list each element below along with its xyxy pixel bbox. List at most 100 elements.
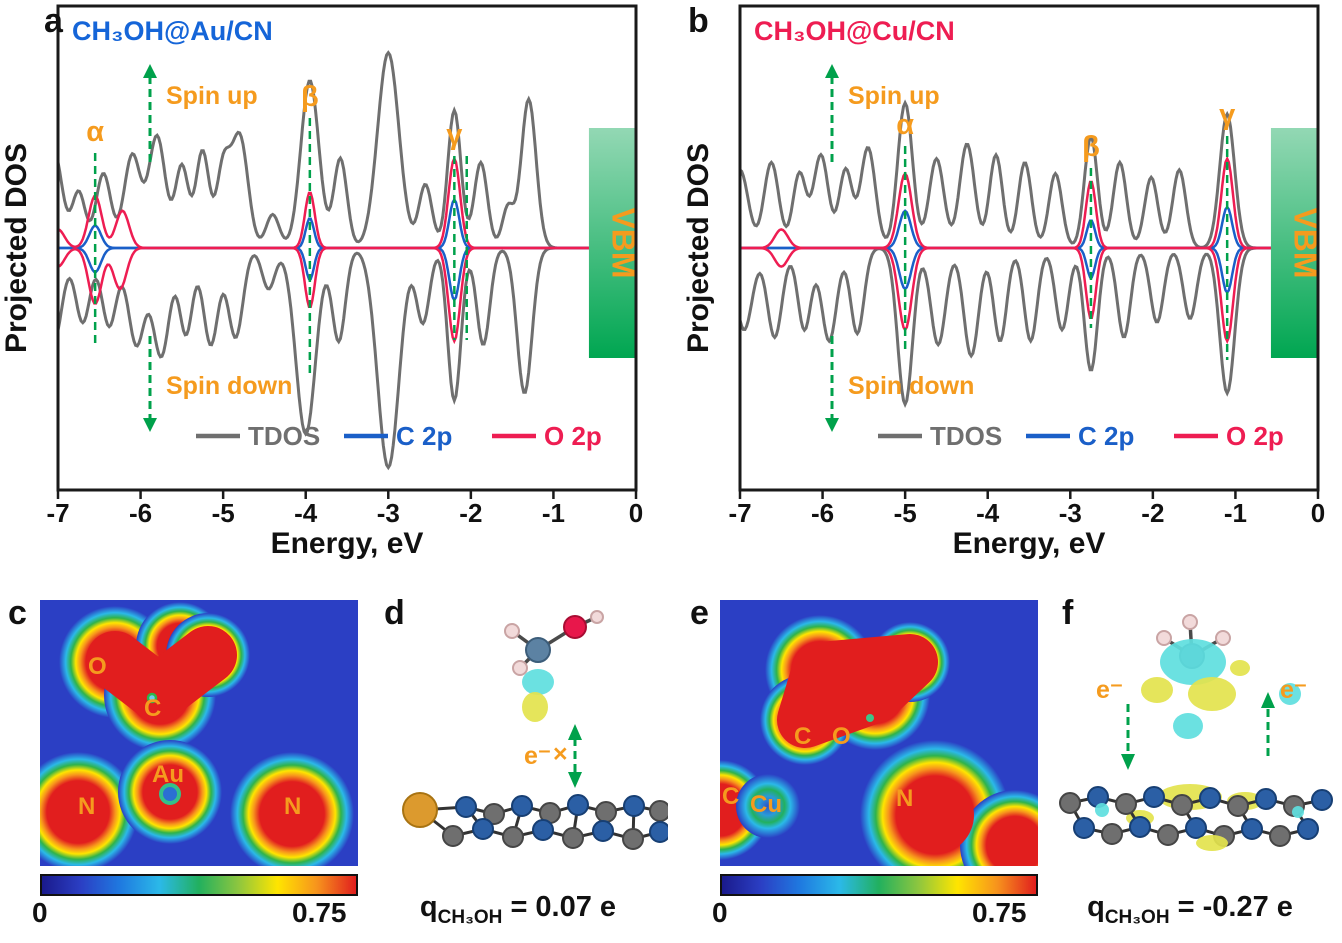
panel-letter-c: c [8,594,27,632]
charge-density-blobs [720,615,1038,866]
colorbar [40,874,358,896]
au-site-ring [159,783,181,805]
atom-label-Cu: Cu [750,791,782,818]
site-dot [866,714,874,722]
isosurface-cyan [1160,639,1226,685]
o-atom [563,615,587,639]
charge-value: = 0.07 e [510,891,617,923]
cn-sheet [1059,784,1333,851]
atom-label-O: O [88,653,107,680]
panel-letter-e: e [690,594,709,632]
spin-down-label: Spin down [166,372,292,400]
charge-density-map-au: O C Au N N [40,600,358,866]
peak-label: α [896,109,914,141]
x-tick-label: -7 [46,498,69,528]
structure-cu: e⁻ e⁻ [1059,614,1333,851]
charge-symbol: q [419,891,438,923]
colorbar-min: 0 [712,897,728,928]
x-tick-label: -6 [129,498,152,528]
x-tick-label: -2 [1141,498,1164,528]
electron-transfer-blocked: e⁻ × [524,724,582,788]
dos-curve-TDOS-up [58,50,636,250]
charge-caption-cu: qCH₃OH = -0.27 e [1040,891,1340,929]
isosurface-yellow [1141,677,1173,703]
isosurface-yellow [1230,660,1250,676]
x-tick-label: 0 [629,498,643,528]
dos-curve-C-2p-up [58,197,636,250]
peak-label: α [86,116,104,148]
h-atom [1215,630,1231,646]
atom-label-C1: C [794,723,811,750]
electron-transfer-right: e⁻ [1261,676,1307,756]
electron-transfer-left: e⁻ [1096,676,1135,770]
map-atom-labels: C O C Cu N [722,723,913,818]
plot-frame [56,4,638,492]
legend-label: TDOS [248,421,320,451]
dos-curve-O-2p-down [58,246,636,345]
atom-label-N2: N [284,793,301,820]
plot-frame [738,4,1320,492]
atom-label-N1: N [78,793,95,820]
atom-label-N: N [896,785,913,812]
spin-up-label: Spin up [848,82,940,110]
isosurface-cyan [1279,683,1301,705]
h-atom [1156,630,1172,646]
colorbar-max: 0.75 [972,897,1027,928]
electron-label: e⁻ [1096,676,1123,704]
dos-curve-C-2p-up [740,205,1318,250]
charge-density-map-cu: C O C Cu N [720,600,1038,866]
colorbar-min: 0 [32,897,48,928]
c-atom [525,637,551,663]
charge-value: = -0.27 e [1177,891,1293,923]
h-atom [512,660,528,676]
x-tick-label: -7 [728,498,751,528]
cn-sheet [402,792,668,850]
peak-label: β [301,81,319,113]
chart-title: CH₃OH@Cu/CN [754,16,955,46]
x-tick-label: -4 [294,498,318,528]
charge-subscript: CH₃OH [437,906,503,928]
colorbar-max: 0.75 [292,897,347,928]
spin-up-label: Spin up [166,82,258,110]
dos-curves [58,50,636,471]
legend-label: O 2p [544,421,602,451]
dos-curve-TDOS-down [740,246,1318,408]
cu-site-ring [736,774,800,838]
dos-curve-TDOS-down [58,246,636,471]
dos-curve-TDOS-up [740,99,1318,250]
c-site-dot [146,692,158,704]
x-tick-label: -5 [894,498,917,528]
vbm-box [1270,128,1318,358]
panel-letter-a: a [44,2,63,40]
x-tick-label: -3 [377,498,400,528]
spin-down-label: Spin down [848,372,974,400]
panel-letter-b: b [688,2,709,40]
colorbar [720,874,1038,896]
isosurface-cyan [1173,713,1203,739]
x-tick-label: -6 [811,498,834,528]
h-atom [504,623,520,639]
x-tick-label: -3 [1059,498,1082,528]
peak-label: γ [446,119,463,151]
charge-density-blobs [40,602,354,866]
y-axis-title: Projected DOS [0,143,33,353]
h-atom [590,610,604,624]
legend-label: C 2p [396,421,452,451]
x-axis-title: Energy, eV [953,527,1106,560]
map-atom-labels: O C Au N N [78,653,301,820]
methanol-molecule [504,610,604,676]
electron-label: e⁻ [524,742,551,770]
structure-au: e⁻ × [402,610,668,850]
charge-caption-au: qCH₃OH = 0.07 e [368,891,668,929]
x-tick-label: -5 [212,498,235,528]
legend-label: O 2p [1226,421,1284,451]
dos-curve-C-2p-down [740,246,1318,295]
x-axis-title: Energy, eV [271,527,424,560]
h-atom [1182,614,1198,630]
peak-label: γ [1219,99,1236,131]
atom-label-C: C [144,695,161,722]
isosurface-yellow [1188,677,1236,711]
x-tick-label: -1 [1224,498,1247,528]
